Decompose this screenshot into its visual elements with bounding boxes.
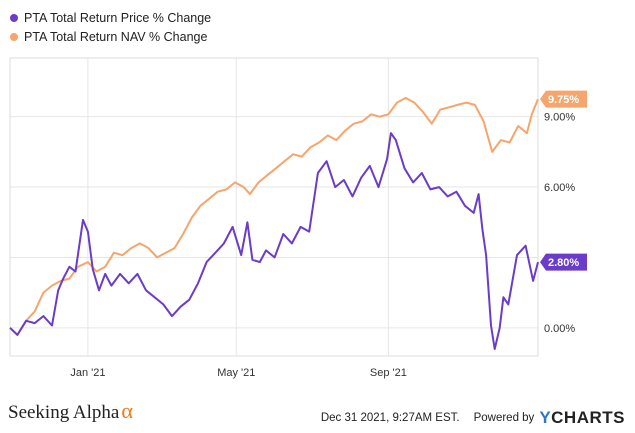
legend-marker-nav	[10, 32, 18, 41]
powered-by-label: Powered by	[473, 412, 535, 424]
x-tick-label: Jan '21	[70, 367, 105, 379]
legend-label-price: PTA Total Return Price % Change	[24, 10, 212, 25]
y-tick-label: 0.00%	[544, 323, 575, 335]
seeking-alpha-logo[interactable]: Seeking Alphaα	[8, 398, 133, 424]
chart-legend: PTA Total Return Price % Change PTA Tota…	[10, 8, 211, 46]
legend-marker-price	[10, 13, 18, 22]
end-value-label: 2.80%	[548, 257, 579, 269]
legend-item-nav[interactable]: PTA Total Return NAV % Change	[10, 27, 211, 46]
ycharts-logo[interactable]: YCHARTS	[539, 408, 625, 428]
series-line-price	[9, 132, 539, 350]
end-label-badge	[540, 90, 587, 108]
series-line-nav	[9, 96, 539, 336]
chart-footer: Dec 31 2021, 9:27AM EST. Powered by YCHA…	[321, 408, 625, 428]
timestamp: Dec 31 2021, 9:27AM EST.	[320, 412, 460, 424]
x-tick-label: May '21	[217, 367, 255, 379]
legend-item-price[interactable]: PTA Total Return Price % Change	[10, 8, 211, 27]
y-tick-label: 9.00%	[544, 112, 575, 124]
x-tick-label: Sep '21	[370, 367, 407, 379]
legend-label-nav: PTA Total Return NAV % Change	[24, 29, 208, 44]
y-tick-label: 6.00%	[544, 182, 575, 194]
end-value-label: 9.75%	[548, 94, 579, 106]
plot-area	[9, 57, 539, 357]
alpha-symbol-icon: α	[121, 398, 133, 423]
ycharts-logo-initial: Y	[539, 408, 552, 427]
brand-name: Seeking Alpha	[8, 402, 120, 423]
end-label-badge	[540, 253, 587, 271]
ycharts-logo-rest: CHARTS	[551, 408, 625, 427]
